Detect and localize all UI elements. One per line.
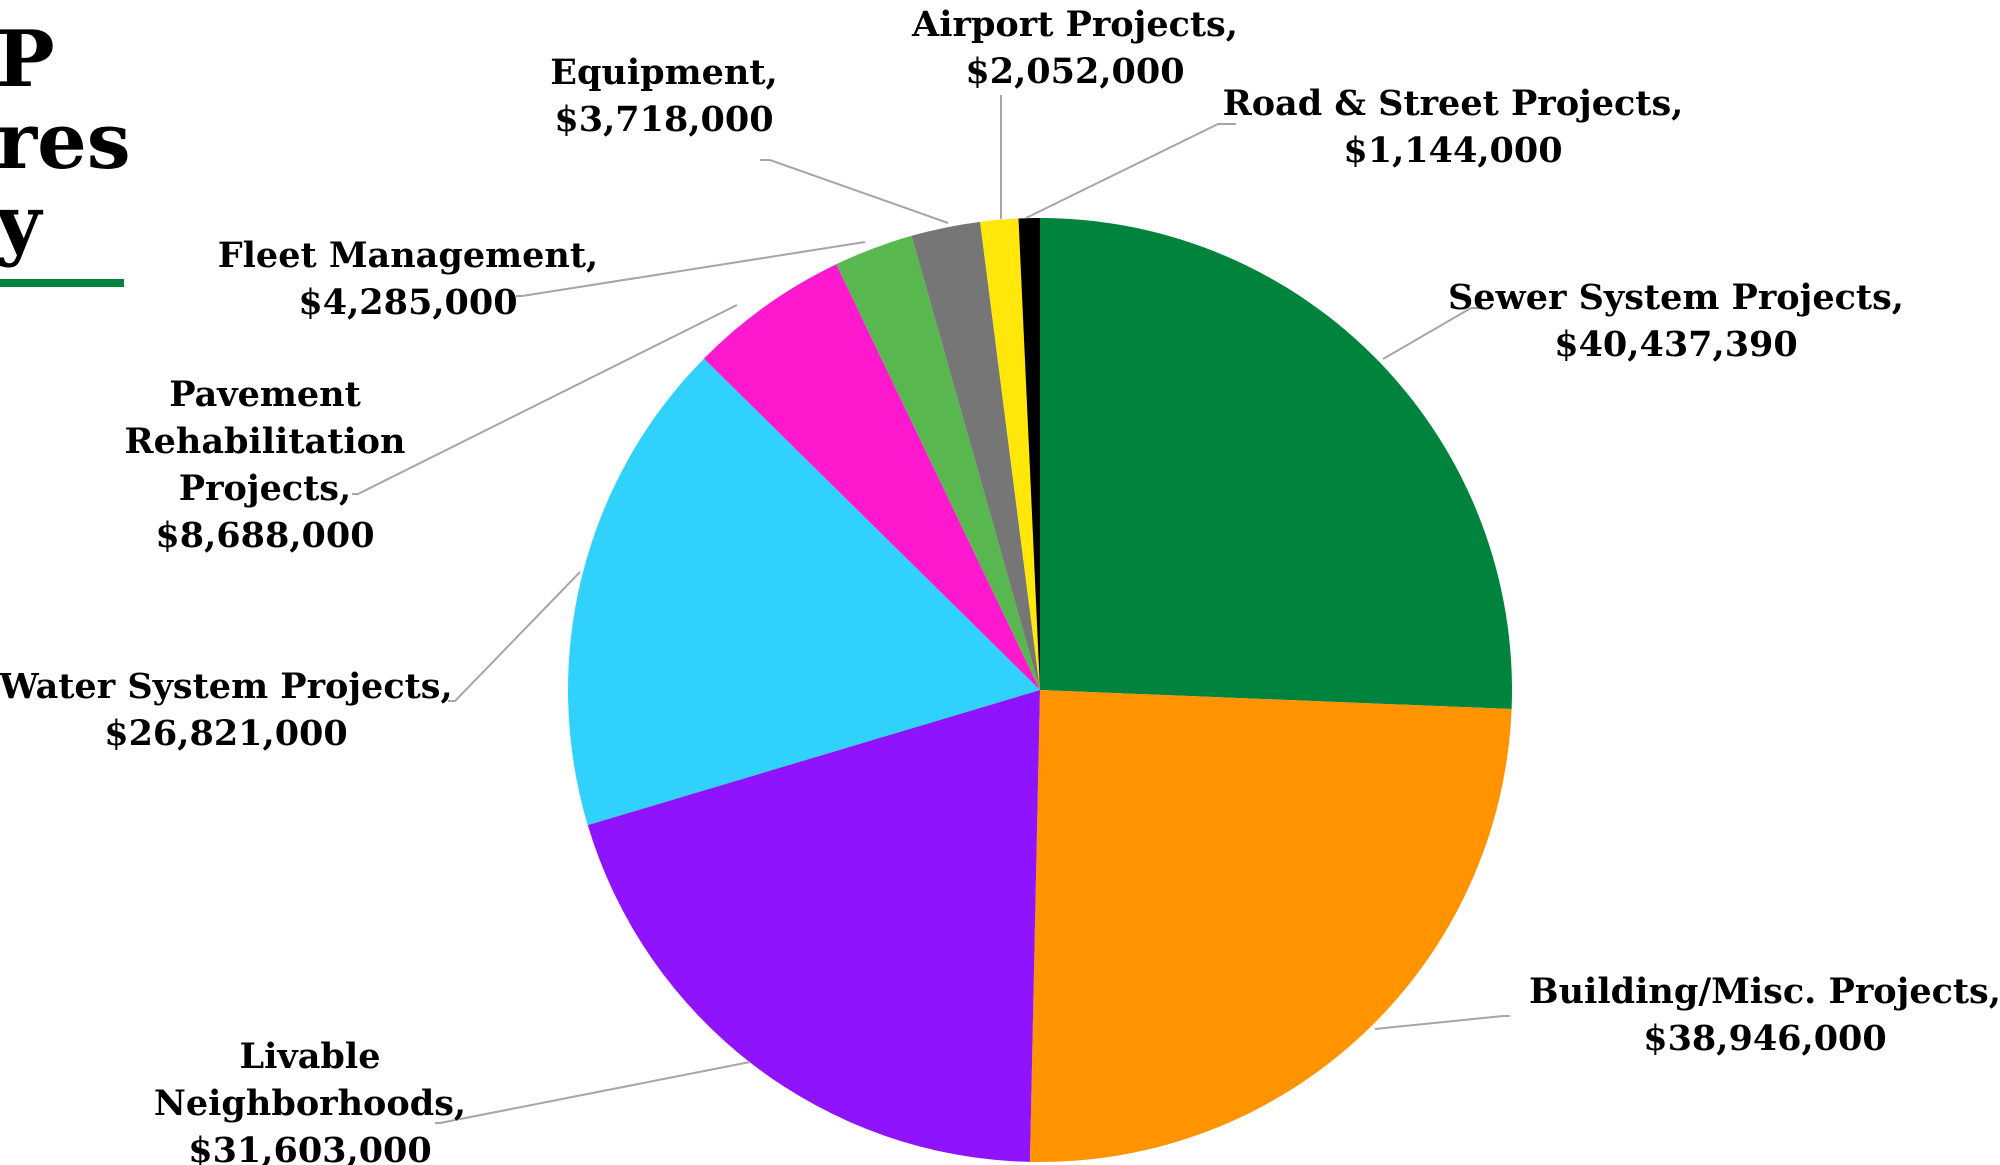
slice-value-label: $26,821,000: [104, 713, 348, 754]
pie-slice-livable-neighborhoods: [587, 690, 1040, 1162]
slice-label-airport-projects: Airport Projects, $2,052,000: [911, 4, 1238, 92]
pie-slice-pavement-rehabilitation-projects: [703, 264, 1040, 690]
leader-line-road-street-projects: [1025, 123, 1236, 219]
leader-line-building-misc-projects: [1374, 1015, 1510, 1030]
slice-label-name: Livable Neighborhoods,: [154, 1036, 466, 1124]
title-fragment-3: y: [0, 178, 44, 269]
slice-label-building-misc-projects: Building/Misc. Projects, $38,946,000: [1529, 971, 2000, 1059]
slice-value-label: $40,437,390: [1554, 324, 1798, 365]
leader-line-pavement-rehabilitation-projects: [352, 304, 738, 495]
leader-line-water-system-projects: [448, 571, 581, 702]
leader-line-sewer-system-projects: [1382, 307, 1480, 360]
slice-label-livable-neighborhoods: Livable Neighborhoods, $31,603,000: [154, 1036, 466, 1165]
slice-label-road-street-projects: Road & Street Projects, $1,144,000: [1223, 83, 1684, 171]
leader-line-fleet-management: [516, 241, 866, 297]
title-accent-rule: [0, 279, 124, 287]
leader-lines: [352, 95, 1510, 1124]
pie-slice-water-system-projects: [568, 358, 1040, 826]
slice-value-label: $31,603,000: [188, 1130, 432, 1165]
pie-slice-building-misc-projects: [1029, 690, 1512, 1162]
slice-value-label: $3,718,000: [554, 99, 773, 140]
slice-label-name: Pavement Rehabilitation Projects,: [125, 374, 406, 509]
slice-label-name: Airport Projects,: [911, 4, 1238, 45]
slice-label-name: Equipment,: [550, 52, 777, 93]
pie-slice-road-street-projects: [1018, 218, 1040, 690]
slice-label-pavement-rehabilitation-projects: Pavement Rehabilitation Projects, $8,688,00…: [125, 374, 406, 556]
pie-slices: [568, 218, 1512, 1162]
pie-slice-sewer-system-projects: [1040, 218, 1512, 710]
slice-value-label: $2,052,000: [965, 51, 1184, 92]
title-fragment-1: P: [0, 14, 55, 105]
pie-slice-airport-projects: [980, 218, 1040, 691]
slice-value-label: $1,144,000: [1343, 130, 1562, 171]
pie-slice-equipment: [911, 221, 1040, 690]
slice-value-label: $8,688,000: [155, 515, 374, 556]
slice-value-label: $4,285,000: [298, 282, 517, 323]
slice-label-sewer-system-projects: Sewer System Projects, $40,437,390: [1448, 277, 1904, 365]
slice-label-name: Building/Misc. Projects,: [1529, 971, 2000, 1012]
slice-labels: Sewer System Projects, $40,437,390 Buildin…: [0, 4, 2000, 1165]
pie-slice-fleet-management: [836, 235, 1040, 690]
slice-label-name: Sewer System Projects,: [1448, 277, 1904, 318]
slice-label-name: Water System Projects,: [0, 666, 453, 707]
slice-label-water-system-projects: Water System Projects, $26,821,000: [0, 666, 453, 754]
slice-label-name: Fleet Management,: [218, 235, 598, 276]
page-title-fragment: P res y: [0, 14, 131, 287]
slice-value-label: $38,946,000: [1643, 1018, 1887, 1059]
slice-label-fleet-management: Fleet Management, $4,285,000: [218, 235, 598, 323]
slice-label-equipment: Equipment, $3,718,000: [550, 52, 777, 140]
leader-line-livable-neighborhoods: [435, 1061, 751, 1124]
leader-line-equipment: [760, 159, 949, 224]
title-fragment-2: res: [0, 96, 131, 187]
slice-label-name: Road & Street Projects,: [1223, 83, 1684, 124]
